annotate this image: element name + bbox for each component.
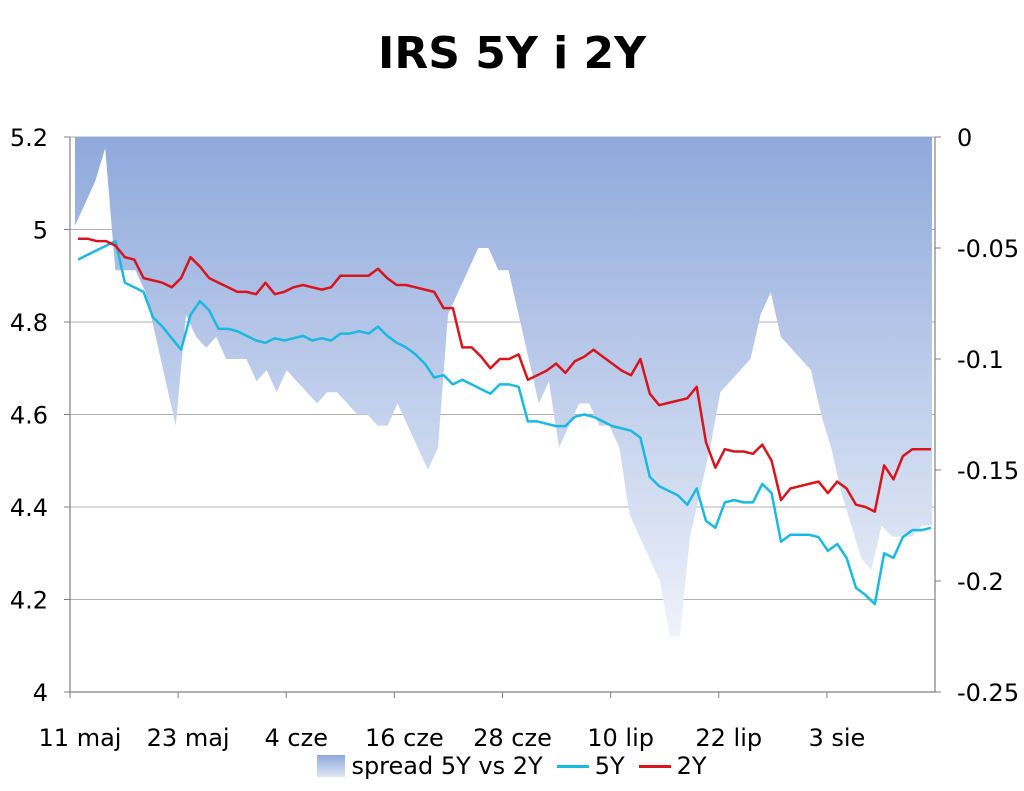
x-tick-label-4: 28 cze	[473, 724, 552, 752]
x-tick-label-6: 22 lip	[695, 724, 762, 752]
legend-label-2y: 2Y	[676, 752, 707, 780]
legend-label-spread: spread 5Y vs 2Y	[351, 752, 543, 780]
legend-label-5y: 5Y	[594, 752, 625, 780]
x-tick-label-7: 3 sie	[808, 724, 865, 752]
legend-item-5y: 5Y	[556, 752, 625, 780]
x-tick-label-2: 4 cze	[265, 724, 328, 752]
legend-swatch-5y	[556, 764, 589, 768]
y-right-tick-label-4: -0.05	[957, 235, 1019, 263]
y-right-tick-label-3: -0.1	[957, 346, 1004, 374]
x-tick-label-0: 11 maj	[39, 724, 122, 752]
tick-labels: 4 4.2 4.4 4.6 4.8 5 5.2 -0.25 -0.2 -0.15 -0.1 -0.05…	[10, 124, 1019, 752]
legend-item-spread: spread 5Y vs 2Y	[317, 752, 543, 780]
x-tick-label-3: 16 cze	[365, 724, 444, 752]
legend-swatch-spread	[317, 755, 346, 777]
y-left-tick-label-3: 4.6	[10, 402, 48, 430]
y-left-tick-label-2: 4.4	[10, 494, 48, 522]
legend-item-2y: 2Y	[638, 752, 707, 780]
y-left-tick-label-0: 4	[33, 679, 48, 707]
y-right-tick-label-2: -0.15	[957, 457, 1019, 485]
y-right-tick-label-0: -0.25	[957, 679, 1019, 707]
y-left-tick-label-4: 4.8	[10, 309, 48, 337]
chart-title: IRS 5Y i 2Y	[378, 28, 646, 79]
x-tick-label-1: 23 maj	[147, 724, 230, 752]
x-tick-label-5: 10 lip	[587, 724, 654, 752]
series-lines	[77, 237, 932, 606]
y-left-tick-label-6: 5.2	[10, 124, 48, 152]
series-line-2y	[78, 237, 931, 513]
y-right-tick-label-5: 0	[957, 124, 972, 152]
axes	[64, 136, 941, 698]
y-left-tick-label-5: 5	[33, 217, 48, 245]
y-left-tick-label-1: 4.2	[10, 587, 48, 615]
spread-area	[75, 137, 932, 637]
legend-swatch-2y	[638, 764, 671, 768]
legend: spread 5Y vs 2Y 5Y 2Y	[0, 752, 1024, 780]
series-line-5y	[77, 239, 932, 606]
y-right-tick-label-1: -0.2	[957, 568, 1004, 596]
spread-area-layer	[75, 137, 932, 637]
